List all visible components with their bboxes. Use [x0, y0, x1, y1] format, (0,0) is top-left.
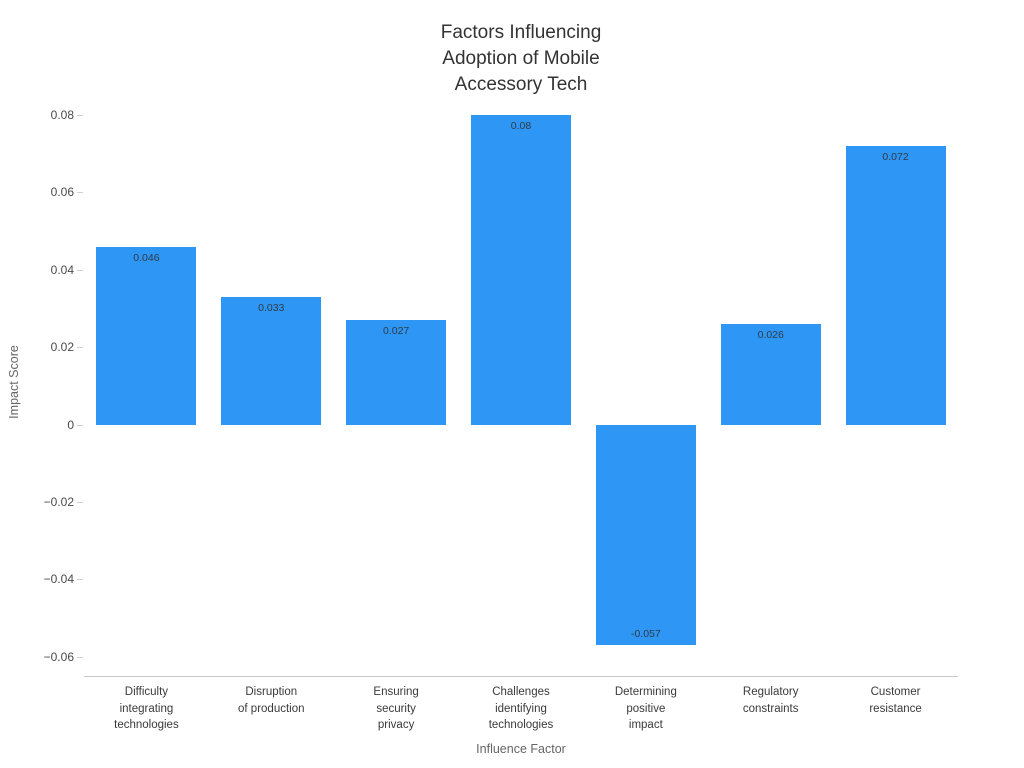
- x-category-label: Difficulty integrating technologies: [114, 686, 179, 731]
- y-tick-mark: [77, 424, 83, 426]
- y-tick-label: −0.06: [43, 649, 74, 664]
- y-tick-label: −0.04: [43, 572, 74, 587]
- y-tick-mark: [77, 656, 83, 658]
- bar: [720, 323, 821, 425]
- y-tick-mark: [77, 192, 83, 194]
- y-tick-mark: [77, 347, 83, 349]
- bar-value-label: 0.033: [258, 301, 285, 314]
- chart-title: Factors Influencing Adoption of Mobile A…: [440, 22, 602, 95]
- y-tick-label: 0.04: [50, 262, 74, 277]
- bar-value-label: -0.057: [630, 628, 661, 641]
- bar: [845, 146, 946, 425]
- y-tick-mark: [77, 269, 83, 271]
- x-category-label: Regulatory constraints: [742, 686, 799, 715]
- bar: [221, 296, 322, 425]
- bar: [96, 246, 197, 425]
- y-tick-mark: [77, 501, 83, 503]
- x-axis-line: [84, 676, 958, 677]
- bar-value-label: 0.08: [510, 120, 532, 133]
- x-category-label: Disruption of production: [238, 686, 305, 715]
- y-tick-label: −0.02: [43, 494, 74, 509]
- y-tick-label: 0: [67, 417, 74, 432]
- y-axis-title: Impact Score: [7, 345, 21, 419]
- bar: [471, 115, 571, 425]
- bar-value-label: 0.026: [757, 328, 784, 341]
- y-tick-label: 0.06: [50, 185, 74, 200]
- bar-value-label: 0.046: [133, 251, 160, 264]
- bar-value-label: 0.027: [382, 325, 410, 338]
- bar: [346, 320, 447, 425]
- x-category-label: Ensuring security privacy: [373, 686, 419, 731]
- bar: [595, 424, 696, 646]
- x-category-label: Determining positive impact: [614, 686, 677, 731]
- x-category-label: Customer resistance: [869, 686, 922, 715]
- y-tick-label: 0.08: [50, 108, 74, 123]
- y-tick-mark: [77, 115, 83, 117]
- x-axis-title: Influence Factor: [476, 742, 566, 756]
- x-category-label: Challenges identifying technologies: [488, 686, 554, 731]
- y-tick-label: 0.02: [50, 340, 74, 355]
- bar-value-label: 0.072: [882, 151, 909, 164]
- y-tick-mark: [77, 579, 83, 581]
